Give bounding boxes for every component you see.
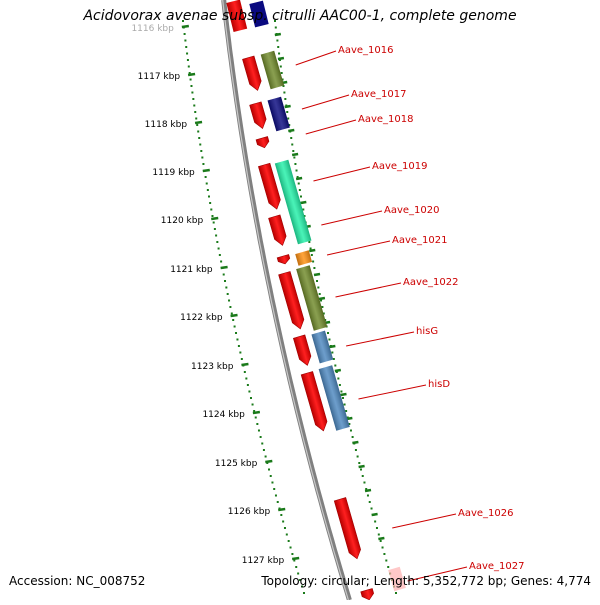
ruler-tick [187,72,196,77]
gene-arrow-Aave_1027 [360,588,374,601]
gene-leader-line [346,331,415,347]
ruler-tick [230,313,238,318]
gene-label: Aave_1022 [403,277,459,288]
gene-arrow-Aave_1016 [242,55,262,91]
track-tick [291,152,299,157]
genome-stats-label: Topology: circular; Length: 5,352,772 bp… [261,574,591,588]
gene-arrow-Aave_1018 [255,136,270,149]
gene-leader-line [295,50,337,66]
track-tick [300,200,307,205]
track-tick [274,32,282,37]
gene-label: hisD [428,379,450,390]
gene-arrow-Aave_1017 [249,101,267,129]
ruler-label: 1122 kbp [180,313,223,323]
gene-block-Aave_1021 [295,250,313,266]
gene-arrow-hisD [300,371,328,432]
ruler-label: 1125 kbp [215,459,258,469]
ruler: 1116 kbp 1117 kbp 1118 kbp 1119 kbp 1120 kbp… [131,20,397,594]
gene-leader-line [392,513,457,529]
gene-block-Aave_1022 [296,265,328,331]
gene-arrow-Aave_1022 [278,271,305,330]
track-tick [352,440,359,445]
gene-arrow-Aave_1026 [333,497,361,560]
ruler-tick [291,556,300,561]
ruler-label: 1119 kbp [152,168,195,178]
track-tick [358,464,365,469]
accession-label: Accession: NC_008752 [9,574,146,588]
track-tick [378,536,385,541]
gene-block-partial [249,0,269,28]
track-tick [313,272,321,277]
gene-arrow-Aave_1021 [276,254,291,265]
ruler-tick [265,459,273,464]
ruler-tick [241,362,249,367]
track-tick [329,344,336,349]
gene-block-Aave_1016 [260,50,285,90]
track-tick [284,104,291,109]
gene-label: Aave_1018 [358,114,414,125]
gene-arrow-Aave_1019 [258,162,281,210]
track-tick [295,176,303,181]
gene-arrow-partial [226,0,248,33]
ruler-tick [181,24,190,29]
track-tick [371,512,378,517]
ruler-tick [194,120,203,125]
gene-label: hisG [416,326,438,337]
gene-leader-line [335,282,402,298]
gene-block-Aave_1019 [274,159,312,245]
genes: Aave_1016 Aave_1017 Aave_1018 Aave_1019 Aave… [226,0,525,601]
gene-leader-line [358,384,427,400]
gene-label: Aave_1020 [384,205,440,216]
ruler-label: 1124 kbp [202,410,245,420]
gene-leader-line [313,166,371,182]
gene-label: Aave_1017 [351,89,407,100]
gene-label: Aave_1027 [469,561,525,572]
track-tick [334,368,342,373]
ruler-tick [202,168,210,173]
gene-label: Aave_1019 [372,161,428,172]
gene-arrow-Aave_1020 [268,214,287,246]
gene-leader-line [326,240,391,256]
ruler-label: 1121 kbp [170,265,213,275]
gene-leader-line [407,566,468,582]
gene-label: Aave_1026 [458,508,514,519]
gene-block-hisG [311,330,334,364]
track-tick [340,392,347,397]
ruler-label: 1116 kbp [131,24,174,34]
gene-arrow-hisG [292,334,312,366]
ruler-tick [220,265,228,270]
ruler-label: 1126 kbp [228,507,271,517]
gene-label: Aave_1021 [392,235,448,246]
gene-leader-line [301,94,350,110]
gene-leader-line [305,119,357,135]
track-tick [318,296,326,301]
ruler-tick [252,410,261,415]
ruler-tick [278,507,286,512]
gene-label: Aave_1016 [338,45,394,56]
ruler-tick [211,216,219,221]
track-tick [277,56,285,61]
ruler-label: 1117 kbp [138,72,181,82]
track-tick [364,488,372,493]
backbone [221,0,352,601]
ruler-label: 1118 kbp [145,120,188,130]
ruler-label: 1127 kbp [242,556,285,566]
genome-title: Acidovorax avenae subsp. citrulli AAC00-… [83,8,517,24]
ruler-label: 1123 kbp [191,362,234,372]
gene-leader-line [321,210,383,226]
track-tick [309,248,316,253]
ruler-label: 1120 kbp [161,216,204,226]
gene-block-hisD [318,365,350,431]
gene-block-Aave_1017 [267,96,290,132]
track-tick [288,128,295,133]
